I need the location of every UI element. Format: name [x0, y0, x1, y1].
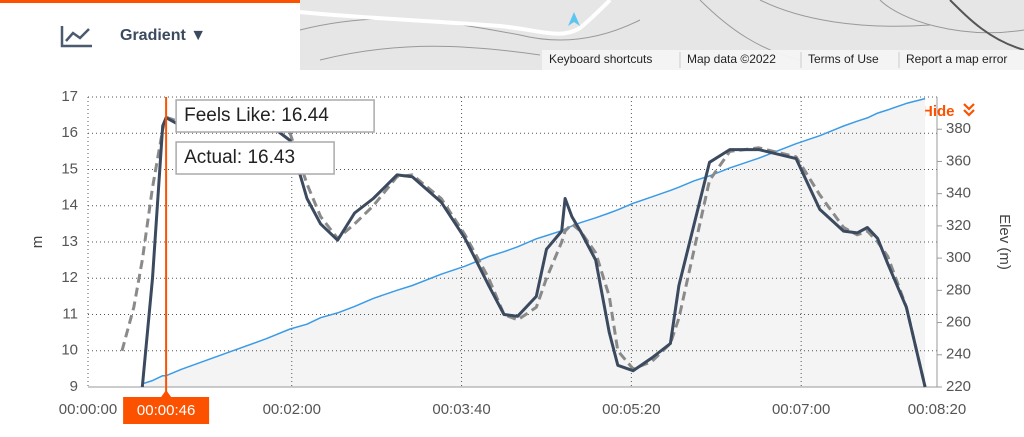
y-tick-label: 10	[61, 342, 78, 359]
y-tick-label: 17	[61, 88, 78, 105]
y-tick-label: 16	[61, 124, 78, 141]
cursor-marker	[161, 390, 172, 397]
tooltip-text: Actual: 16.43	[184, 147, 295, 168]
tooltip-box	[175, 141, 335, 175]
map-attribution-link[interactable]: Map data ©2022	[687, 52, 776, 66]
y2-tick-label: 260	[946, 314, 971, 331]
y2-tick-label: 220	[946, 378, 971, 395]
hide-chevron[interactable]	[963, 103, 975, 117]
y2-tick-label: 300	[946, 249, 971, 266]
map-attribution-link[interactable]: Terms of Use	[808, 52, 879, 66]
y-tick-label: 9	[70, 378, 78, 395]
map-attribution-bar	[542, 50, 1024, 70]
location-marker	[568, 12, 580, 26]
y-axis-label: m	[29, 236, 46, 249]
metric-dropdown[interactable]: Gradient ▼	[120, 27, 206, 44]
y2-axis-label: Elev (m)	[996, 214, 1013, 270]
cursor-label: 00:00:46	[137, 402, 195, 419]
y-tick-label: 15	[61, 160, 78, 177]
x-tick-label: 00:08:20	[908, 401, 966, 418]
y-tick-label: 12	[61, 269, 78, 286]
chart-icon	[60, 26, 92, 48]
tooltip-box	[175, 99, 375, 133]
elevation-line	[142, 97, 926, 385]
tab-indicator	[0, 0, 300, 3]
y-tick-label: 14	[61, 197, 78, 214]
tooltip-text: Feels Like: 16.44	[184, 105, 329, 126]
x-tick-label: 00:03:40	[432, 401, 490, 418]
x-tick-label: 00:00:00	[59, 401, 117, 418]
y-tick-label: 11	[62, 305, 78, 322]
map-attribution-link[interactable]: Keyboard shortcuts	[549, 52, 652, 66]
y2-tick-label: 340	[946, 185, 971, 202]
map-attribution: Keyboard shortcuts Map data ©2022 Terms of…	[549, 52, 1007, 68]
elevation-area	[142, 98, 926, 387]
cursor-label-box	[123, 397, 210, 424]
x-tick-label: 00:02:00	[263, 401, 321, 418]
y2-tick-label: 240	[946, 346, 971, 363]
hide-button[interactable]: Hide	[922, 103, 955, 120]
x-tick-label: 00:07:00	[772, 401, 830, 418]
map-attribution-link[interactable]: Report a map error	[906, 52, 1007, 66]
x-tick-label: 00:05:20	[602, 401, 660, 418]
y2-tick-label: 280	[946, 281, 971, 298]
y2-tick-label: 320	[946, 217, 971, 234]
y2-tick-label: 380	[946, 120, 971, 137]
y2-tick-label: 360	[946, 152, 971, 169]
y-tick-label: 13	[61, 233, 78, 250]
